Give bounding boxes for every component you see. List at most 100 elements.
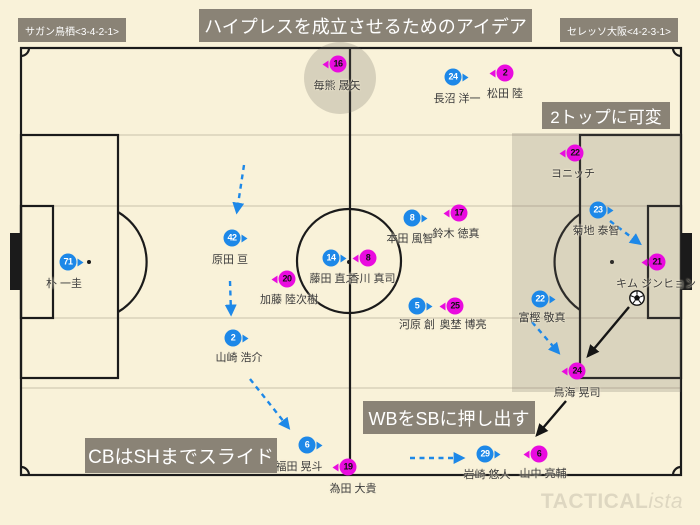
facing-pointer-icon	[242, 334, 249, 342]
facing-pointer-icon	[271, 275, 278, 283]
player-name-label: 河原 創	[398, 319, 436, 331]
player-number: 22	[566, 144, 584, 162]
player-number: 24	[568, 362, 586, 380]
facing-pointer-icon	[559, 149, 566, 157]
player-marker-cerezo-25[interactable]: 25	[439, 297, 464, 315]
player-name-label: 岩崎 悠人	[463, 469, 511, 481]
facing-pointer-icon	[332, 463, 339, 471]
team-label-sagan-tosu[interactable]: サガン鳥栖<3-4-2-1>	[18, 18, 126, 42]
player-marker-tosu-42[interactable]: 42	[223, 229, 248, 247]
player-number: 23	[589, 201, 607, 219]
player-name-label: 毎熊 晟矢	[313, 80, 361, 92]
player-name-label: キム ジンヒョン	[615, 278, 697, 290]
facing-pointer-icon	[352, 254, 359, 262]
board-title[interactable]: ハイプレスを成立させるためのアイデア	[199, 9, 532, 42]
player-marker-tosu-22[interactable]: 22	[531, 290, 556, 308]
player-marker-tosu-23[interactable]: 23	[589, 201, 614, 219]
player-marker-cerezo-2[interactable]: 2	[489, 64, 514, 82]
player-number: 19	[339, 458, 357, 476]
facing-pointer-icon	[607, 206, 614, 214]
player-marker-cerezo-8[interactable]: 8	[352, 249, 377, 267]
facing-pointer-icon	[523, 450, 530, 458]
player-marker-cerezo-17[interactable]: 17	[443, 204, 468, 222]
player-marker-cerezo-21[interactable]: 21	[641, 253, 666, 271]
player-name-label: 本田 風智	[386, 233, 434, 245]
player-marker-cerezo-16[interactable]: 16	[322, 55, 347, 73]
player-number: 5	[408, 297, 426, 315]
facing-pointer-icon	[443, 209, 450, 217]
player-name-label: 朴 一圭	[45, 278, 83, 290]
player-name-label: 長沼 洋一	[433, 93, 481, 105]
player-marker-cerezo-19[interactable]: 19	[332, 458, 357, 476]
watermark-italic: ista	[648, 490, 683, 513]
player-name-label: 香川 真司	[348, 273, 396, 285]
player-name-label: 原田 亘	[211, 254, 249, 266]
facing-pointer-icon	[549, 295, 556, 303]
callout-cb-to-sh[interactable]: CBはSHまでスライド	[85, 438, 277, 473]
facing-pointer-icon	[489, 69, 496, 77]
player-name-label: 菊地 泰智	[572, 225, 620, 237]
player-marker-tosu-5[interactable]: 5	[408, 297, 433, 315]
facing-pointer-icon	[340, 254, 347, 262]
watermark-bold: TACTICAL	[540, 490, 649, 513]
player-number: 17	[450, 204, 468, 222]
player-name-label: 福田 晃斗	[275, 461, 323, 473]
player-marker-tosu-8[interactable]: 8	[403, 209, 428, 227]
player-name-label: 富樫 敬真	[518, 312, 566, 324]
player-number: 8	[403, 209, 421, 227]
player-name-label: 山崎 浩介	[215, 352, 263, 364]
player-number: 2	[496, 64, 514, 82]
player-number: 14	[322, 249, 340, 267]
facing-pointer-icon	[439, 302, 446, 310]
player-marker-tosu-71[interactable]: 71	[59, 253, 84, 271]
facing-pointer-icon	[494, 450, 501, 458]
player-name-label: 為田 大貴	[329, 483, 377, 495]
soccer-ball-icon[interactable]	[629, 290, 646, 307]
team-label-cerezo-osaka[interactable]: セレッソ大阪<4-2-3-1>	[560, 18, 678, 42]
callout-two-top[interactable]: 2トップに可変	[542, 102, 670, 129]
player-name-label: 松田 陸	[486, 88, 524, 100]
player-marker-tosu-24[interactable]: 24	[444, 68, 469, 86]
tacticalista-watermark: TACTICALista	[541, 490, 683, 514]
player-marker-tosu-6[interactable]: 6	[298, 436, 323, 454]
player-number: 29	[476, 445, 494, 463]
player-number: 2	[224, 329, 242, 347]
player-name-label: 鳥海 晃司	[553, 387, 601, 399]
facing-pointer-icon	[462, 73, 469, 81]
facing-pointer-icon	[421, 214, 428, 222]
player-marker-tosu-14[interactable]: 14	[322, 249, 347, 267]
player-marker-cerezo-6[interactable]: 6	[523, 445, 548, 463]
player-marker-cerezo-22[interactable]: 22	[559, 144, 584, 162]
facing-pointer-icon	[426, 302, 433, 310]
player-marker-tosu-2[interactable]: 2	[224, 329, 249, 347]
player-number: 22	[531, 290, 549, 308]
facing-pointer-icon	[241, 234, 248, 242]
player-number: 21	[648, 253, 666, 271]
goal-left	[10, 233, 21, 290]
player-name-label: 鈴木 徳真	[432, 228, 480, 240]
player-name-label: 山中 亮輔	[519, 468, 567, 480]
player-marker-cerezo-24[interactable]: 24	[561, 362, 586, 380]
facing-pointer-icon	[561, 367, 568, 375]
player-name-label: 加藤 陸次樹	[259, 294, 319, 306]
callout-wb-to-sb[interactable]: WBをSBに押し出す	[363, 401, 535, 434]
player-marker-tosu-29[interactable]: 29	[476, 445, 501, 463]
facing-pointer-icon	[316, 441, 323, 449]
facing-pointer-icon	[641, 258, 648, 266]
highlight-circle-maikuma[interactable]	[304, 42, 376, 114]
player-number: 20	[278, 270, 296, 288]
player-number: 42	[223, 229, 241, 247]
player-name-label: 藤田 直之	[309, 273, 357, 285]
player-number: 25	[446, 297, 464, 315]
player-number: 71	[59, 253, 77, 271]
facing-pointer-icon	[322, 60, 329, 68]
player-number: 8	[359, 249, 377, 267]
goal-right	[681, 233, 692, 290]
player-name-label: ヨニッチ	[551, 168, 595, 180]
player-marker-cerezo-20[interactable]: 20	[271, 270, 296, 288]
player-number: 6	[530, 445, 548, 463]
player-number: 24	[444, 68, 462, 86]
